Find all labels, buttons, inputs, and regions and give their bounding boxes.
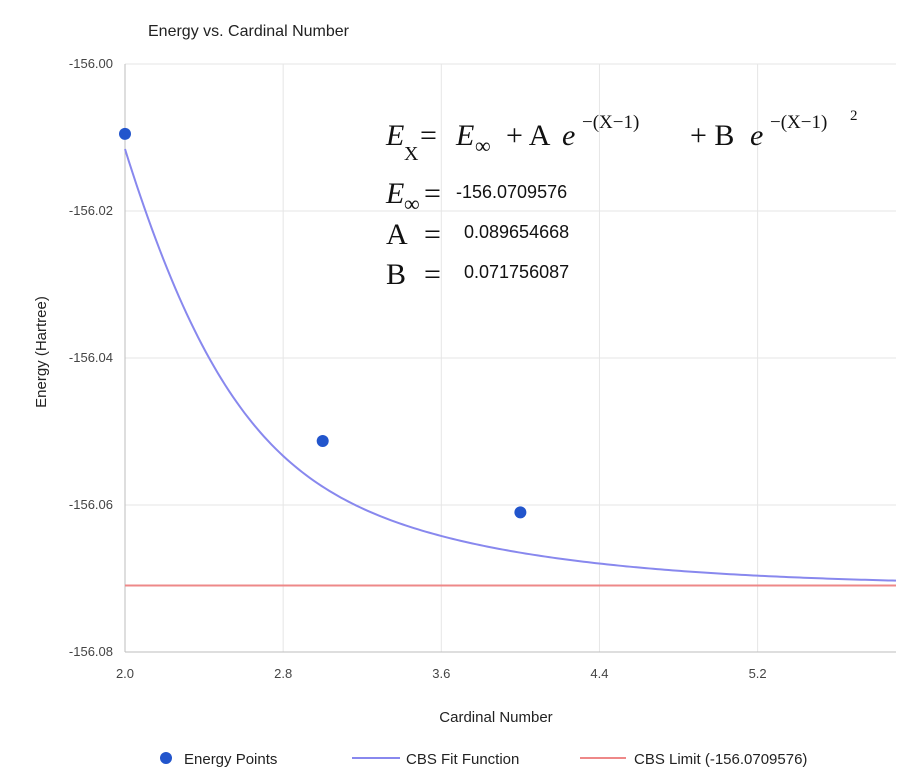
series-layer — [119, 127, 897, 587]
grid — [124, 63, 896, 653]
legend: Energy Points CBS Fit Function CBS Limit… — [160, 751, 807, 768]
eq-term-inf-sub: ∞ — [475, 133, 491, 158]
legend-label-energy-points: Energy Points — [184, 751, 277, 768]
x-tick-label: 3.6 — [432, 666, 450, 681]
x-tick-label: 4.4 — [590, 666, 608, 681]
param-b-symbol: B — [386, 258, 406, 291]
fit-equation: E X = E ∞ + A e −(X−1) + B e −(X−1) 2 — [385, 108, 858, 165]
x-axis-label: Cardinal Number — [439, 709, 552, 726]
param-einf-symbol: E — [385, 177, 404, 210]
x-tick-label: 5.2 — [749, 666, 767, 681]
param-einf-value: -156.0709576 — [456, 182, 567, 202]
legend-marker-energy-points — [160, 752, 172, 764]
eq-lhs: E — [385, 119, 404, 152]
chart-title: Energy vs. Cardinal Number — [148, 23, 350, 40]
energy-point — [514, 506, 527, 519]
y-tick-label: -156.04 — [69, 350, 113, 365]
energy-point — [316, 435, 329, 448]
y-tick-label: -156.00 — [69, 56, 113, 71]
eq-term-exp2-power: 2 — [850, 108, 858, 124]
y-tick-labels: -156.00 -156.02 -156.04 -156.06 -156.08 — [69, 56, 113, 659]
param-a-eq: = — [424, 218, 441, 251]
legend-label-cbs-limit: CBS Limit (-156.0709576) — [634, 751, 807, 768]
eq-term-exp1: −(X−1) — [582, 112, 639, 133]
y-tick-label: -156.06 — [69, 497, 113, 512]
fit-parameters: E ∞ = -156.0709576 A = 0.089654668 B = 0… — [385, 177, 569, 291]
eq-term-e1: e — [562, 119, 575, 152]
param-b-eq: = — [424, 258, 441, 291]
param-a-value: 0.089654668 — [464, 222, 569, 242]
eq-term-einf: E — [455, 119, 474, 152]
eq-sign: = — [420, 119, 437, 152]
eq-term-a: + A — [506, 119, 551, 152]
y-tick-label: -156.08 — [69, 644, 113, 659]
param-einf-eq: = — [424, 177, 441, 210]
y-tick-label: -156.02 — [69, 203, 113, 218]
param-einf-sub: ∞ — [404, 191, 420, 216]
eq-term-b: + B — [690, 119, 734, 152]
param-b-value: 0.071756087 — [464, 262, 569, 282]
axes — [124, 64, 896, 653]
eq-lhs-sub: X — [404, 143, 419, 165]
eq-term-e2: e — [750, 119, 763, 152]
y-axis-label: Energy (Hartree) — [33, 296, 50, 408]
x-tick-label: 2.8 — [274, 666, 292, 681]
eq-term-exp2: −(X−1) — [770, 112, 827, 133]
energy-point — [119, 127, 131, 140]
param-a-symbol: A — [386, 218, 408, 251]
cbs-fit-curve — [124, 148, 897, 582]
x-tick-label: 2.0 — [116, 666, 134, 681]
legend-label-fit-function: CBS Fit Function — [406, 751, 519, 768]
x-tick-labels: 2.0 2.8 3.6 4.4 5.2 — [116, 666, 767, 681]
